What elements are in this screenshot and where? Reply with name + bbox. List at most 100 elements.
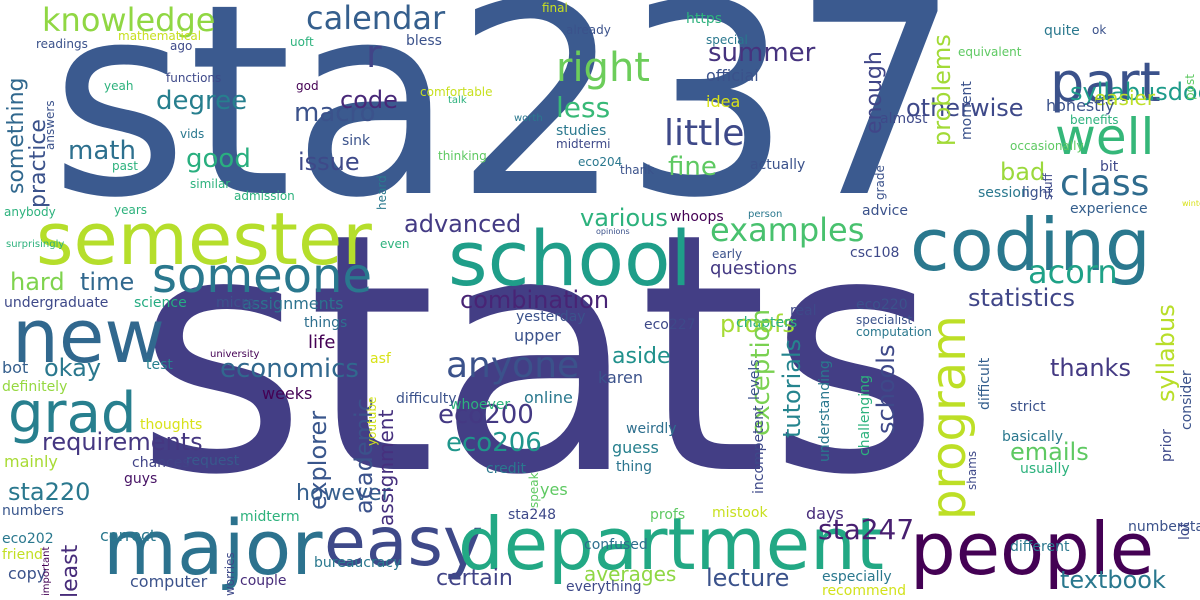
word: test xyxy=(146,357,173,373)
word: youtube xyxy=(365,396,379,446)
word: yes xyxy=(540,480,568,499)
word: whoops xyxy=(670,209,724,225)
word: definitely xyxy=(2,379,68,395)
word: asf xyxy=(370,351,391,367)
word: challenging xyxy=(857,375,873,456)
word: examples xyxy=(710,211,865,249)
word: occasionally xyxy=(1010,139,1084,153)
word: computation xyxy=(856,325,932,339)
word: bad xyxy=(1000,158,1046,186)
word: class xyxy=(1060,163,1150,204)
word: combination xyxy=(460,286,610,314)
word: moment xyxy=(959,81,975,140)
word: person xyxy=(748,209,783,220)
word: studies xyxy=(556,123,607,139)
word: consider xyxy=(1179,370,1195,430)
word: summer xyxy=(708,38,816,68)
word: chances xyxy=(132,455,190,471)
word: requirements xyxy=(42,428,203,456)
word: idea xyxy=(706,92,741,111)
word: basically xyxy=(1002,429,1063,445)
word: understanding xyxy=(817,360,833,462)
word: syllabusdoes xyxy=(1070,78,1200,106)
word: experience xyxy=(1070,201,1148,217)
word: anyone xyxy=(446,345,580,386)
word: least xyxy=(58,544,83,598)
word: ago xyxy=(170,39,193,53)
word: computer xyxy=(130,572,208,591)
word: csc108 xyxy=(850,245,900,261)
word: opinions xyxy=(596,227,630,236)
word: grad xyxy=(8,381,137,446)
word: especially xyxy=(822,569,892,585)
word: major xyxy=(103,503,323,592)
word: assignments xyxy=(242,294,344,313)
word: eco200 xyxy=(438,400,534,430)
word: difficulty xyxy=(396,391,457,407)
word: less xyxy=(556,91,611,124)
word: mathematical xyxy=(118,29,202,43)
word: schools xyxy=(872,344,900,434)
word: eco227 xyxy=(644,317,696,333)
word: numbers xyxy=(2,503,64,519)
word: years xyxy=(114,203,148,217)
word: benefits xyxy=(1070,113,1119,127)
word: request xyxy=(186,453,240,469)
word: mistook xyxy=(712,505,768,521)
word: karen xyxy=(598,368,643,387)
word: easy xyxy=(324,503,484,582)
word: enough xyxy=(862,51,887,134)
word: undergraduate xyxy=(4,295,109,311)
word: numberstats xyxy=(1128,519,1200,535)
word: official xyxy=(706,66,759,85)
word: hard xyxy=(10,268,65,296)
word: mainly xyxy=(4,452,58,471)
word: worries xyxy=(223,552,237,596)
word: fine xyxy=(668,152,717,182)
word: god xyxy=(296,79,319,93)
word: math xyxy=(68,136,136,166)
word: guess xyxy=(612,438,659,457)
word: eco220 xyxy=(856,297,908,313)
word: chapters xyxy=(736,315,798,331)
word: heard xyxy=(375,175,389,210)
word: weeks xyxy=(262,384,313,403)
word: certain xyxy=(436,566,513,591)
word: science xyxy=(134,295,187,311)
word: surprisingly xyxy=(6,239,65,250)
word: macro xyxy=(294,98,376,128)
word: department xyxy=(458,502,884,586)
word: good xyxy=(186,144,251,174)
word: economics xyxy=(220,354,359,384)
word: winter xyxy=(1182,199,1200,208)
word: guys xyxy=(124,471,158,487)
word: thing xyxy=(616,459,653,475)
word: time xyxy=(80,268,135,296)
word: degree xyxy=(156,86,248,116)
word: online xyxy=(524,388,573,407)
word: incompetent xyxy=(751,405,767,494)
word: bit xyxy=(1100,159,1119,175)
word: various xyxy=(580,204,668,232)
word: statistics xyxy=(968,284,1075,312)
word: issue xyxy=(298,148,360,176)
word: knowledge xyxy=(42,1,216,39)
word: things xyxy=(304,315,348,331)
word: already xyxy=(566,23,611,37)
word: grade xyxy=(873,165,887,200)
word: well xyxy=(1055,108,1155,166)
word: easier xyxy=(1094,86,1156,110)
word: uoft xyxy=(290,35,314,49)
word: upper xyxy=(514,326,561,345)
word: little xyxy=(664,113,745,154)
word: readings xyxy=(36,37,88,51)
word: university xyxy=(210,349,260,360)
word: stats xyxy=(135,163,940,547)
word: semester xyxy=(36,197,372,281)
word: questions xyxy=(710,258,798,279)
word: final xyxy=(542,1,568,15)
word: new xyxy=(12,294,165,380)
word: thanks xyxy=(1050,354,1131,382)
word: correct xyxy=(100,526,157,545)
word: midtermi xyxy=(556,137,611,151)
